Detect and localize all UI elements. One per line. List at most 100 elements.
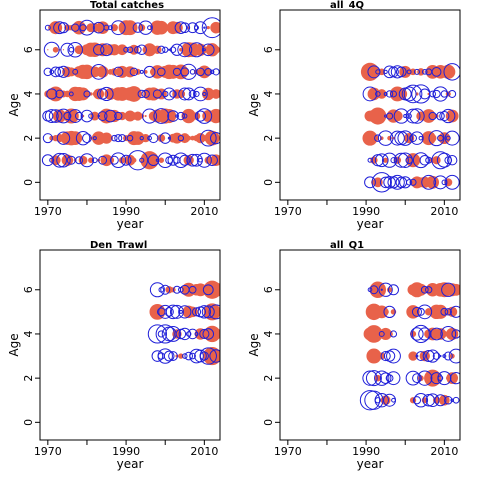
positive-residual-bubble <box>118 157 126 164</box>
negative-residual-bubble <box>440 326 457 342</box>
negative-residual-bubble <box>425 286 433 294</box>
positive-residual-bubble <box>204 156 212 164</box>
positive-residual-bubble <box>96 21 109 35</box>
negative-residual-bubble <box>156 67 166 77</box>
negative-residual-bubble <box>418 135 424 141</box>
negative-residual-bubble <box>202 91 207 97</box>
y-tick-label: 2 <box>262 135 275 142</box>
positive-residual-bubble <box>131 24 137 31</box>
negative-residual-bubble <box>44 24 51 31</box>
y-tick-label: 2 <box>262 375 275 382</box>
negative-residual-bubble <box>179 154 191 166</box>
panel-title: Den_Trawl <box>90 240 147 251</box>
panel-title: Total catches <box>90 0 164 11</box>
positive-residual-bubble <box>52 109 67 123</box>
negative-residual-bubble <box>439 110 450 122</box>
positive-residual-bubble <box>406 305 420 319</box>
negative-residual-bubble <box>50 66 62 78</box>
positive-residual-bubble <box>210 21 220 34</box>
negative-residual-bubble <box>426 349 440 363</box>
negative-residual-bubble <box>439 354 442 358</box>
negative-residual-bubble <box>199 347 217 365</box>
x-tick-label: 1970 <box>274 205 302 218</box>
negative-residual-bubble <box>170 43 184 56</box>
negative-residual-bubble <box>79 153 94 168</box>
negative-residual-bubble <box>109 155 119 165</box>
positive-residual-bubble <box>139 113 145 119</box>
negative-residual-bubble <box>389 130 405 146</box>
x-axis-label: year <box>117 217 144 231</box>
negative-residual-bubble <box>209 349 220 363</box>
positive-residual-bubble <box>441 330 448 338</box>
panel-1: all_4Q 1970 1990 2010 0 2 4 6 year Age <box>247 0 461 231</box>
y-tick-label: 0 <box>22 419 35 426</box>
negative-residual-bubble <box>362 86 378 102</box>
negative-residual-bubble <box>201 17 220 39</box>
negative-residual-bubble <box>202 284 214 296</box>
positive-residual-bubble <box>365 325 383 343</box>
negative-residual-bubble <box>405 108 421 124</box>
negative-residual-bubble <box>385 90 394 98</box>
x-tick-label: 1970 <box>34 205 62 218</box>
negative-residual-bubble <box>429 90 436 98</box>
negative-residual-bubble <box>104 109 117 123</box>
negative-residual-bubble <box>389 90 397 98</box>
panel-3: all_Q1 1970 1990 2010 0 2 4 6 year Age <box>247 240 461 471</box>
x-tick-label: 1990 <box>352 445 380 458</box>
x-axis-label: year <box>357 217 384 231</box>
negative-residual-bubble <box>169 46 177 53</box>
negative-residual-bubble <box>443 395 453 405</box>
negative-residual-bubble <box>126 134 134 142</box>
negative-residual-bubble <box>383 305 396 319</box>
negative-residual-bubble <box>393 108 409 124</box>
negative-residual-bubble <box>412 396 422 405</box>
negative-residual-bubble <box>155 324 175 344</box>
negative-residual-bubble <box>444 130 460 146</box>
negative-residual-bubble <box>161 90 169 98</box>
negative-residual-bubble <box>129 67 139 77</box>
negative-residual-bubble <box>90 63 107 80</box>
positive-residual-bubble <box>367 87 381 101</box>
negative-residual-bubble <box>98 155 108 165</box>
negative-residual-bubble <box>60 42 75 57</box>
positive-residual-bubble <box>47 49 49 51</box>
negative-residual-bubble <box>383 65 396 79</box>
negative-residual-bubble <box>194 349 207 363</box>
negative-residual-bubble <box>148 133 159 144</box>
panel-title: all_4Q <box>330 0 364 11</box>
negative-residual-bubble <box>153 108 170 124</box>
positive-residual-bubble <box>369 133 379 143</box>
negative-residual-bubble <box>141 89 150 99</box>
positive-residual-bubble <box>203 303 220 321</box>
negative-residual-bubble <box>103 24 110 31</box>
negative-residual-bubble <box>118 134 127 143</box>
negative-residual-bubble <box>386 371 401 386</box>
negative-residual-bubble <box>375 69 381 75</box>
negative-residual-bubble <box>46 88 58 100</box>
positive-residual-bubble <box>76 87 90 101</box>
positive-residual-bubble <box>378 352 386 360</box>
negative-residual-bubble <box>184 351 193 361</box>
negative-residual-bubble <box>71 23 80 32</box>
negative-residual-bubble <box>177 42 193 58</box>
negative-residual-bubble <box>383 350 396 362</box>
negative-residual-bubble <box>405 179 413 186</box>
bubble-group <box>360 62 460 193</box>
negative-residual-bubble <box>359 390 381 411</box>
negative-residual-bubble <box>389 330 398 338</box>
positive-residual-bubble <box>203 346 220 366</box>
positive-residual-bubble <box>131 157 137 163</box>
positive-residual-bubble <box>202 87 215 101</box>
negative-residual-bubble <box>67 42 83 58</box>
negative-residual-bubble <box>157 348 173 364</box>
negative-residual-bubble <box>193 86 208 102</box>
y-tick-label: 2 <box>22 135 35 142</box>
negative-residual-bubble <box>443 351 453 361</box>
negative-residual-bubble <box>430 372 443 385</box>
negative-residual-bubble <box>136 44 147 56</box>
negative-residual-bubble <box>410 131 424 145</box>
plot-frame <box>39 249 221 441</box>
negative-residual-bubble <box>383 176 396 189</box>
negative-residual-bubble <box>448 89 457 98</box>
